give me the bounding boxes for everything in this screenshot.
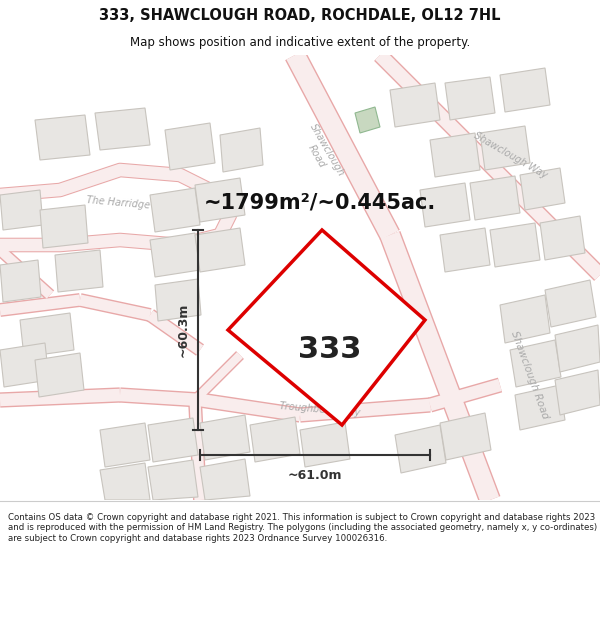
Polygon shape [500,295,550,343]
Polygon shape [430,133,480,177]
Polygon shape [100,423,150,467]
Polygon shape [545,280,596,327]
Polygon shape [150,233,200,277]
Polygon shape [440,413,491,460]
Polygon shape [555,325,600,372]
Polygon shape [300,422,350,467]
Polygon shape [510,340,561,387]
Polygon shape [20,313,74,357]
Polygon shape [420,183,470,227]
Text: ~61.0m: ~61.0m [288,469,342,482]
Polygon shape [148,418,198,462]
Polygon shape [35,353,84,397]
Polygon shape [0,260,41,302]
Polygon shape [40,205,88,248]
Polygon shape [390,83,440,127]
Text: ~60.3m: ~60.3m [177,302,190,357]
Text: Shawclough Way: Shawclough Way [472,130,548,180]
Polygon shape [155,279,201,321]
Polygon shape [95,108,150,150]
Text: Map shows position and indicative extent of the property.: Map shows position and indicative extent… [130,36,470,49]
Polygon shape [195,228,245,272]
Text: Shawclough
Road: Shawclough Road [298,122,346,184]
Polygon shape [500,68,550,112]
Polygon shape [470,176,520,220]
Text: 333: 333 [298,336,362,364]
Polygon shape [555,370,600,415]
Polygon shape [0,190,43,230]
Polygon shape [35,115,90,160]
Polygon shape [355,107,380,133]
Text: Troughbeck Way: Troughbeck Way [279,401,361,419]
Polygon shape [55,250,103,292]
Polygon shape [250,417,300,462]
Text: Shawclough Road: Shawclough Road [509,329,551,421]
Polygon shape [515,385,565,430]
Polygon shape [540,216,585,260]
Polygon shape [200,415,250,460]
Polygon shape [228,230,425,425]
Polygon shape [440,228,490,272]
Polygon shape [200,459,250,500]
Polygon shape [195,178,245,222]
Polygon shape [445,77,495,120]
Text: Contains OS data © Crown copyright and database right 2021. This information is : Contains OS data © Crown copyright and d… [8,513,597,542]
Polygon shape [480,126,530,170]
Text: 333, SHAWCLOUGH ROAD, ROCHDALE, OL12 7HL: 333, SHAWCLOUGH ROAD, ROCHDALE, OL12 7HL [99,8,501,23]
Text: ~1799m²/~0.445ac.: ~1799m²/~0.445ac. [204,193,436,213]
Polygon shape [100,463,150,500]
Polygon shape [295,323,332,352]
Polygon shape [148,460,198,500]
Polygon shape [220,128,263,172]
Polygon shape [150,188,200,232]
Polygon shape [0,343,49,387]
Polygon shape [165,123,215,170]
Polygon shape [395,425,446,473]
Polygon shape [490,223,540,267]
Text: The Harridge: The Harridge [86,195,150,211]
Polygon shape [520,168,565,210]
Polygon shape [308,348,323,371]
